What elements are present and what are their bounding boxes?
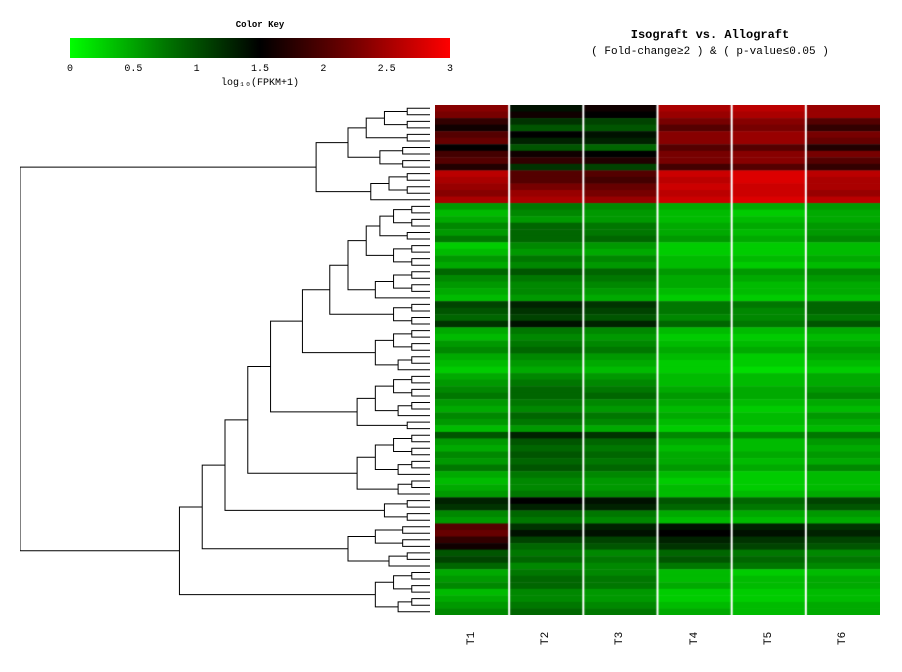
color-key-tick: 1 <box>194 64 200 75</box>
color-key-tick: 3 <box>447 64 453 75</box>
column-label: T5 <box>732 620 806 660</box>
color-key-tick: 0 <box>67 64 73 75</box>
column-label: T1 <box>435 620 509 660</box>
figure-container: Color Key 0 0.5 1 1.5 2 2.5 3 log₁₀(FPKM+1) Is… <box>10 10 892 662</box>
chart-title-block: Isograft vs. Allograft ( Fold-change≥2 )… <box>550 28 870 58</box>
dendrogram <box>20 105 430 615</box>
heatmap <box>435 105 880 615</box>
column-label: T2 <box>509 620 583 660</box>
color-key-title: Color Key <box>70 20 450 30</box>
color-key-tick: 1.5 <box>251 64 269 75</box>
column-label: T6 <box>806 620 880 660</box>
color-key: Color Key 0 0.5 1 1.5 2 2.5 3 log₁₀(FPKM+1) <box>70 20 450 89</box>
color-key-gradient <box>70 38 450 58</box>
dendrogram-branches <box>20 108 430 611</box>
color-key-ticks: 0 0.5 1 1.5 2 2.5 3 <box>70 62 450 76</box>
color-key-axis-label: log₁₀(FPKM+1) <box>70 78 450 89</box>
color-key-tick: 2 <box>320 64 326 75</box>
column-label: T4 <box>658 620 732 660</box>
color-key-tick: 0.5 <box>124 64 142 75</box>
chart-subtitle: ( Fold-change≥2 ) & ( p-value≤0.05 ) <box>550 46 870 58</box>
chart-title: Isograft vs. Allograft <box>550 28 870 42</box>
color-key-tick: 2.5 <box>378 64 396 75</box>
column-label: T3 <box>583 620 657 660</box>
column-labels: T1T2T3T4T5T6 <box>435 620 880 660</box>
